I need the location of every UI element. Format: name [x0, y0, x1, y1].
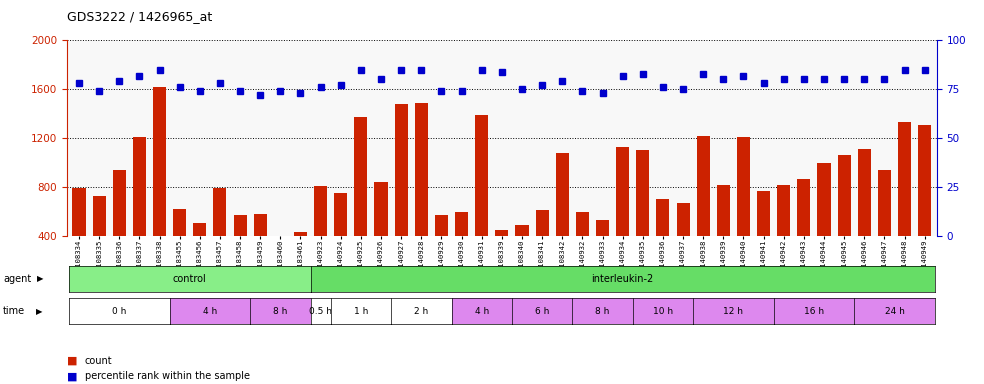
Text: ■: ■: [67, 356, 78, 366]
Text: interleukin-2: interleukin-2: [591, 274, 653, 284]
Bar: [818, 163, 830, 285]
Bar: [173, 209, 186, 285]
Text: 1 h: 1 h: [353, 307, 368, 316]
Bar: [354, 118, 367, 285]
Bar: [858, 149, 871, 285]
Text: percentile rank within the sample: percentile rank within the sample: [85, 371, 250, 381]
Bar: [314, 186, 327, 285]
Bar: [777, 185, 790, 285]
Bar: [133, 137, 146, 285]
Text: ■: ■: [67, 371, 78, 381]
Bar: [656, 199, 669, 285]
Text: 12 h: 12 h: [723, 307, 743, 316]
Bar: [233, 215, 247, 285]
Bar: [414, 103, 428, 285]
Bar: [535, 210, 549, 285]
Bar: [737, 137, 750, 285]
Bar: [697, 136, 709, 285]
Bar: [516, 225, 528, 285]
Bar: [495, 230, 509, 285]
Bar: [113, 170, 126, 285]
Bar: [556, 153, 569, 285]
Bar: [637, 151, 649, 285]
Bar: [596, 220, 609, 285]
Bar: [918, 125, 931, 285]
Bar: [757, 191, 770, 285]
Bar: [677, 203, 690, 285]
Bar: [92, 196, 105, 285]
Bar: [375, 182, 388, 285]
Text: 8 h: 8 h: [595, 307, 610, 316]
Text: 6 h: 6 h: [535, 307, 549, 316]
Bar: [435, 215, 448, 285]
Bar: [898, 122, 911, 285]
Text: 2 h: 2 h: [414, 307, 428, 316]
Text: ▶: ▶: [37, 274, 44, 283]
Text: count: count: [85, 356, 112, 366]
Bar: [214, 189, 226, 285]
Text: 4 h: 4 h: [474, 307, 489, 316]
Text: GDS3222 / 1426965_at: GDS3222 / 1426965_at: [67, 10, 213, 23]
Bar: [455, 212, 468, 285]
Bar: [254, 214, 267, 285]
Bar: [335, 193, 347, 285]
Text: ▶: ▶: [36, 307, 43, 316]
Bar: [395, 104, 407, 285]
Bar: [274, 240, 287, 285]
Bar: [576, 212, 589, 285]
Text: 8 h: 8 h: [274, 307, 287, 316]
Bar: [153, 87, 166, 285]
Text: 24 h: 24 h: [885, 307, 904, 316]
Bar: [878, 170, 891, 285]
Bar: [294, 232, 307, 285]
Bar: [73, 189, 86, 285]
Bar: [475, 115, 488, 285]
Text: control: control: [173, 274, 207, 284]
Text: 4 h: 4 h: [203, 307, 217, 316]
Bar: [837, 156, 851, 285]
Bar: [193, 223, 207, 285]
Text: time: time: [3, 306, 25, 316]
Text: 10 h: 10 h: [652, 307, 673, 316]
Text: 0 h: 0 h: [112, 307, 127, 316]
Text: 0.5 h: 0.5 h: [309, 307, 333, 316]
Bar: [797, 179, 811, 285]
Bar: [716, 185, 730, 285]
Bar: [616, 147, 629, 285]
Text: agent: agent: [3, 274, 31, 284]
Text: 16 h: 16 h: [804, 307, 824, 316]
